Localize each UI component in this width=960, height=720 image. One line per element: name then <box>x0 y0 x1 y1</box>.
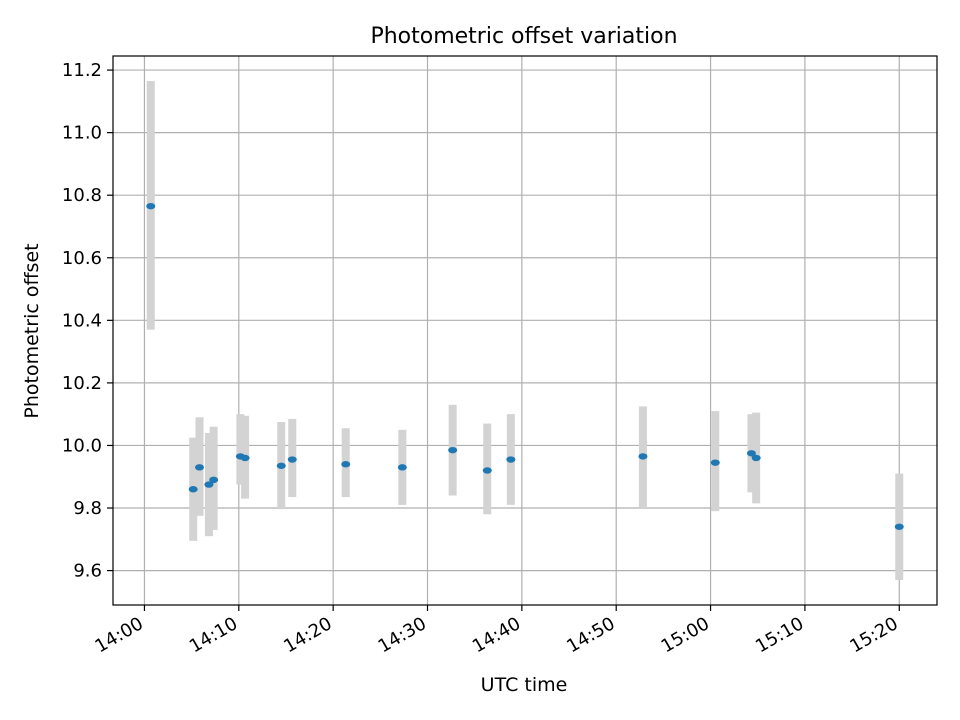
x-tick-label: 15:10 <box>752 613 807 657</box>
data-point <box>188 486 198 493</box>
x-tick-label: 14:40 <box>469 613 524 657</box>
x-tick-label: 15:20 <box>846 613 901 657</box>
x-tick-label: 14:20 <box>280 613 335 657</box>
y-tick-label: 10.6 <box>62 248 102 269</box>
y-tick-label: 11.2 <box>62 60 102 81</box>
data-point <box>397 464 407 471</box>
x-axis-ticks: 14:00 14:10 14:20 14:30 14:40 14:50 15:00 15:10… <box>92 605 902 657</box>
data-point <box>341 461 351 468</box>
x-tick-label: 14:50 <box>563 613 618 657</box>
data-point <box>482 467 492 474</box>
y-tick-label: 9.8 <box>73 498 102 519</box>
data-point <box>276 462 286 469</box>
x-tick-label: 14:30 <box>375 613 430 657</box>
data-point <box>710 459 720 466</box>
data-point <box>287 456 297 463</box>
x-tick-label: 15:00 <box>658 613 713 657</box>
data-point <box>204 481 214 488</box>
data-point <box>751 454 761 462</box>
y-tick-label: 10.2 <box>62 373 102 394</box>
x-tick-label: 14:10 <box>186 613 241 657</box>
data-point <box>240 454 250 462</box>
y-tick-label: 10.4 <box>62 310 102 331</box>
error-bars <box>146 81 904 580</box>
data-point <box>448 446 458 454</box>
x-axis-label: UTC time <box>481 674 568 696</box>
data-point <box>194 464 204 471</box>
y-tick-label: 10.0 <box>62 435 102 456</box>
data-point <box>506 456 516 463</box>
x-tick-label: 14:00 <box>92 613 147 657</box>
data-points <box>146 202 904 530</box>
data-point <box>894 523 904 530</box>
y-tick-label: 9.6 <box>73 561 102 582</box>
chart-title: Photometric offset variation <box>370 24 677 49</box>
axes-frame <box>112 55 938 606</box>
y-tick-label: 10.8 <box>62 185 102 206</box>
y-axis-label: Photometric offset <box>21 243 43 418</box>
y-axis-ticks: 9.6 9.8 10.0 10.2 10.4 10.6 10.8 11.0 11.2 <box>62 60 113 582</box>
data-point <box>638 453 648 460</box>
data-point <box>746 450 756 457</box>
grid <box>113 56 937 605</box>
y-tick-label: 11.0 <box>62 123 102 144</box>
data-point <box>146 202 156 210</box>
error-bar <box>236 414 245 485</box>
data-point <box>209 476 219 484</box>
